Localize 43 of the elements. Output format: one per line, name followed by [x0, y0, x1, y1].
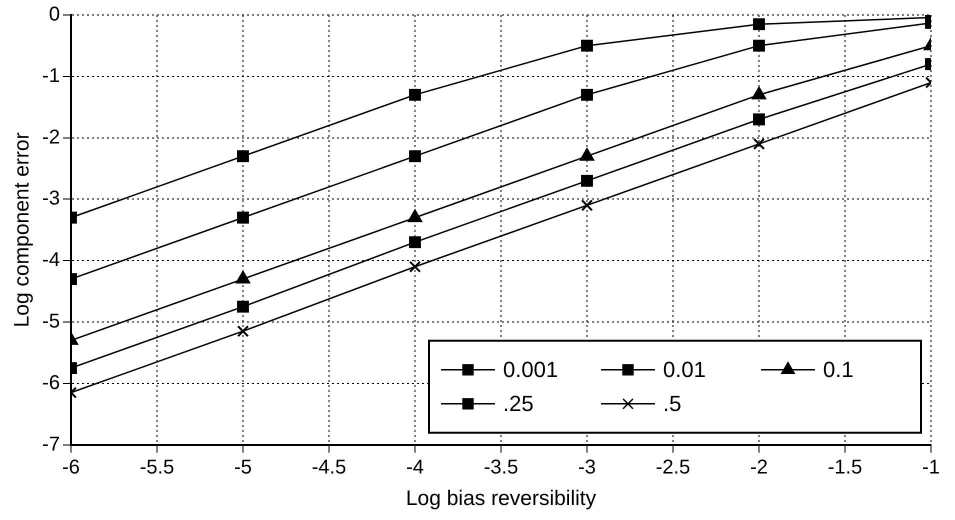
x-tick-label: -2	[750, 456, 768, 478]
point	[581, 199, 593, 212]
x-tick-label: -4	[406, 456, 424, 478]
x-tick-label: -3	[578, 456, 596, 478]
point	[409, 150, 421, 162]
point	[409, 236, 421, 248]
y-tick-label: -7	[42, 433, 60, 456]
legend-label: .25	[503, 390, 534, 416]
x-tick-label: -1.5	[828, 456, 862, 478]
legend-label: 0.001	[503, 356, 558, 382]
y-tick-label: -6	[42, 372, 60, 394]
point	[753, 138, 765, 150]
point	[237, 300, 249, 313]
point	[753, 113, 765, 126]
point	[581, 88, 593, 101]
y-axis-title: Log component error	[10, 132, 34, 328]
point	[581, 174, 593, 187]
point	[753, 40, 765, 52]
x-tick-label: -1	[922, 456, 940, 478]
y-tick-label: -1	[42, 64, 60, 87]
y-tick-label: -5	[42, 310, 60, 333]
x-tick-label: -4.5	[312, 456, 346, 478]
point	[409, 260, 421, 273]
point	[409, 88, 421, 101]
y-tick-label: -4	[42, 249, 60, 272]
x-axis-title: Log bias reversibility	[406, 487, 597, 510]
x-tick-label: -3.5	[484, 456, 518, 478]
x-tick-label: -6	[62, 456, 80, 478]
x-tick-label: -5	[234, 456, 252, 478]
y-tick-label: -3	[42, 188, 60, 210]
y-tick-label: 0	[48, 4, 60, 26]
legend-label: 0.1	[823, 356, 854, 382]
point	[236, 271, 250, 284]
legend-label: 0.01	[663, 356, 706, 382]
y-tick-label: -2	[42, 126, 60, 148]
point	[237, 325, 249, 338]
legend-label: .5	[663, 390, 682, 416]
point	[581, 40, 593, 52]
point	[753, 18, 765, 30]
x-tick-label: -2.5	[656, 456, 690, 478]
point	[237, 212, 249, 224]
point	[237, 150, 249, 162]
x-tick-label: -5.5	[140, 456, 174, 478]
